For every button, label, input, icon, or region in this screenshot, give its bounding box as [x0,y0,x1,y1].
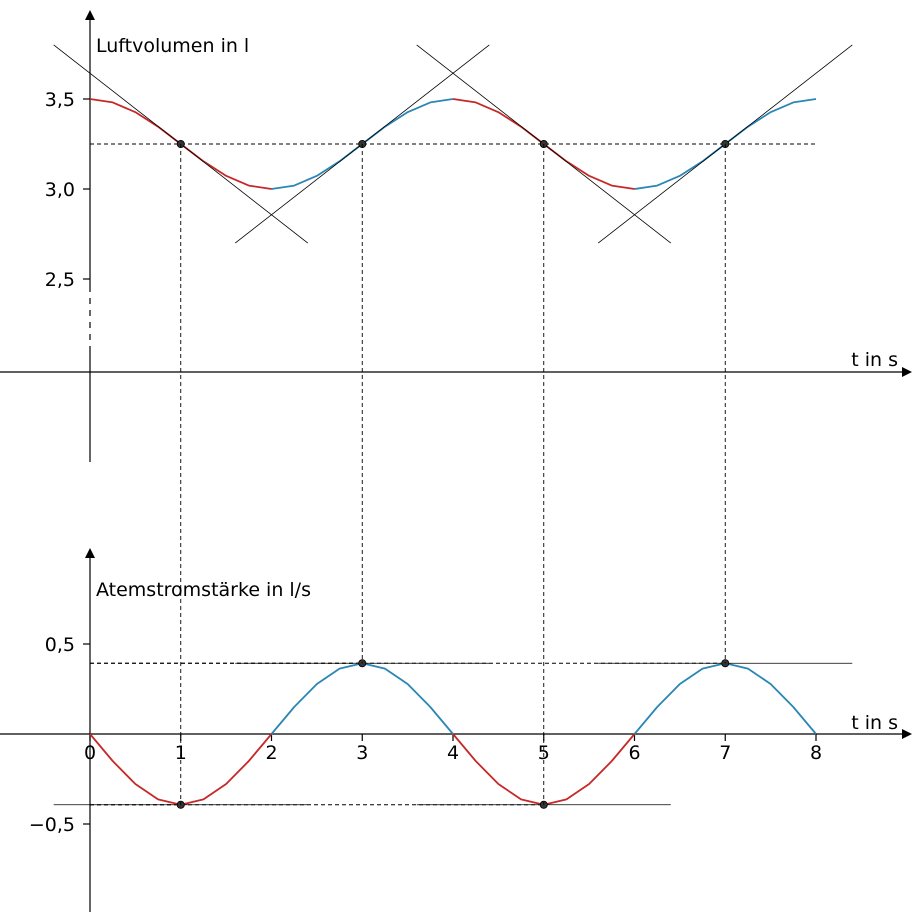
bottom-curve-segment [270,662,454,735]
bottom-x-axis-label: t in s [851,712,898,734]
bottom-y-axis-label: Atemstromstärke in l/s [96,579,311,601]
atemstrom-chart: Atemstromstärke in l/s t in s 0,5−0,50 1 2… [0,548,912,912]
bottom-x-tick-label: 4 [447,742,459,764]
bottom-x-axis-arrow [902,729,912,739]
bottom-y-axis-arrow [85,548,95,558]
top-x-axis-label: t in s [851,349,898,371]
bottom-y-tick-label: −0,5 [29,814,75,836]
top-y-tick-label: 3,5 [45,89,75,111]
bottom-x-tick-label: 2 [265,742,277,764]
bottom-x-tick-label: 6 [628,742,640,764]
bottom-x-tick-label: 8 [810,742,822,764]
bottom-y-tick-label: 0,5 [45,634,75,656]
top-x-axis-arrow [902,367,912,377]
top-y-axis-label: Luftvolumen in l [96,35,249,57]
luftvolumen-chart: Luftvolumen in l t in s 3,5 3,0 2,5 [0,10,912,462]
bottom-curve-segment [633,662,817,735]
top-y-axis-arrow [85,10,95,20]
bottom-x-tick-label: 0 [84,742,96,764]
bottom-x-tick-label: 7 [719,742,731,764]
bottom-x-tick-label: 3 [356,742,368,764]
vertical-connectors [180,144,726,805]
top-y-tick-label: 3,0 [45,179,75,201]
top-y-tick-label: 2,5 [45,269,75,291]
